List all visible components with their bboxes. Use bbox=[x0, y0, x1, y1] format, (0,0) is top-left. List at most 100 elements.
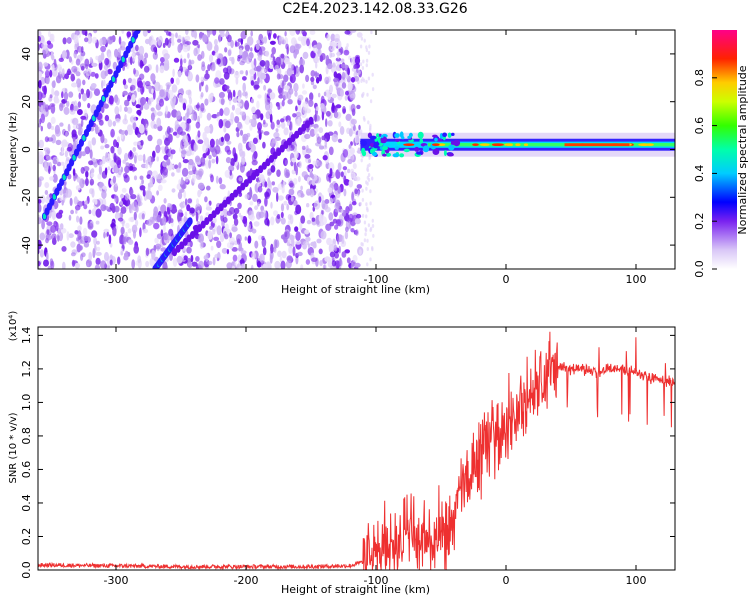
noise-speckle bbox=[356, 213, 362, 219]
noise-speckle bbox=[137, 197, 141, 207]
noise-speckle bbox=[181, 150, 187, 155]
noise-speckle bbox=[76, 237, 80, 242]
noise-speckle bbox=[297, 102, 302, 113]
noise-speckle bbox=[305, 236, 311, 242]
noise-speckle bbox=[43, 62, 49, 67]
noise-speckle bbox=[109, 259, 113, 266]
noise-speckle bbox=[241, 156, 246, 165]
band-blob bbox=[422, 145, 430, 153]
noise-speckle bbox=[163, 63, 170, 71]
noise-speckle bbox=[224, 120, 231, 129]
noise-speckle bbox=[262, 141, 266, 149]
noise-speckle bbox=[126, 107, 133, 114]
noise-speckle bbox=[273, 33, 277, 39]
noise-speckle bbox=[127, 127, 134, 136]
noise-speckle bbox=[182, 183, 187, 189]
noise-speckle bbox=[117, 146, 122, 155]
noise-speckle bbox=[59, 196, 63, 202]
band-blob bbox=[361, 147, 366, 155]
noise-speckle bbox=[357, 147, 361, 153]
noise-speckle bbox=[104, 251, 109, 262]
noise-speckle bbox=[318, 248, 323, 255]
noise-speckle bbox=[194, 170, 200, 176]
noise-speckle bbox=[96, 240, 100, 245]
band-core bbox=[428, 143, 675, 147]
noise-speckle bbox=[180, 58, 183, 67]
noise-speckle bbox=[97, 173, 102, 180]
noise-speckle bbox=[283, 200, 288, 206]
noise-speckle bbox=[244, 236, 247, 241]
noise-speckle bbox=[44, 182, 50, 189]
noise-speckle bbox=[215, 155, 219, 165]
noise-speckle bbox=[131, 224, 138, 234]
noise-speckle bbox=[84, 37, 89, 43]
noise-speckle bbox=[39, 232, 46, 241]
noise-speckle bbox=[178, 179, 182, 185]
noise-speckle bbox=[155, 243, 162, 250]
noise-speckle bbox=[104, 144, 110, 149]
noise-speckle bbox=[316, 42, 322, 50]
noise-speckle bbox=[142, 30, 148, 37]
noise-speckle bbox=[206, 185, 211, 191]
noise-speckle bbox=[196, 198, 199, 206]
noise-speckle bbox=[264, 60, 268, 70]
noise-speckle bbox=[263, 36, 268, 44]
noise-speckle bbox=[280, 53, 285, 59]
noise-speckle bbox=[52, 164, 56, 172]
noise-speckle bbox=[137, 141, 141, 146]
noise-speckle bbox=[135, 104, 141, 109]
noise-speckle bbox=[226, 34, 232, 43]
noise-speckle bbox=[233, 207, 240, 215]
noise-speckle bbox=[153, 124, 158, 129]
y-tick-label: 0.6 bbox=[20, 461, 33, 479]
noise-speckle bbox=[111, 205, 116, 214]
noise-speckle bbox=[363, 220, 367, 225]
noise-speckle bbox=[188, 97, 193, 105]
noise-speckle bbox=[193, 47, 198, 57]
noise-speckle bbox=[288, 188, 295, 196]
noise-speckle bbox=[184, 41, 192, 46]
noise-speckle bbox=[326, 237, 333, 246]
noise-speckle bbox=[194, 155, 201, 163]
noise-speckle bbox=[338, 121, 342, 128]
noise-speckle bbox=[197, 139, 204, 144]
noise-speckle bbox=[96, 210, 99, 217]
noise-speckle bbox=[348, 180, 354, 188]
noise-speckle bbox=[94, 124, 99, 135]
noise-speckle bbox=[335, 57, 342, 62]
noise-speckle bbox=[146, 30, 151, 34]
noise-speckle bbox=[237, 247, 244, 252]
noise-speckle bbox=[312, 84, 317, 90]
noise-speckle bbox=[166, 126, 171, 135]
noise-speckle bbox=[40, 113, 45, 124]
noise-speckle bbox=[256, 211, 262, 220]
noise-speckle bbox=[175, 167, 181, 173]
noise-speckle bbox=[58, 57, 64, 63]
noise-speckle bbox=[285, 169, 290, 177]
noise-speckle bbox=[273, 210, 278, 217]
noise-speckle bbox=[324, 206, 331, 213]
noise-speckle bbox=[269, 141, 274, 147]
noise-speckle bbox=[133, 141, 138, 146]
noise-speckle bbox=[178, 94, 183, 103]
noise-speckle bbox=[347, 67, 351, 76]
noise-speckle bbox=[318, 145, 325, 150]
band-blob bbox=[399, 131, 404, 138]
noise-speckle bbox=[101, 80, 104, 89]
noise-speckle bbox=[49, 33, 55, 41]
noise-speckle bbox=[354, 176, 361, 182]
noise-speckle bbox=[185, 89, 192, 96]
noise-speckle bbox=[95, 257, 101, 265]
noise-speckle bbox=[340, 171, 344, 178]
noise-speckle bbox=[55, 129, 61, 137]
noise-speckle bbox=[295, 165, 299, 176]
noise-speckle bbox=[263, 84, 267, 91]
noise-speckle bbox=[353, 64, 357, 69]
band-hotspot bbox=[523, 143, 529, 146]
noise-speckle bbox=[67, 68, 71, 76]
noise-speckle bbox=[147, 134, 153, 142]
noise-speckle bbox=[182, 134, 189, 143]
noise-speckle bbox=[359, 62, 363, 67]
noise-speckle bbox=[365, 58, 369, 63]
noise-speckle bbox=[298, 175, 301, 183]
